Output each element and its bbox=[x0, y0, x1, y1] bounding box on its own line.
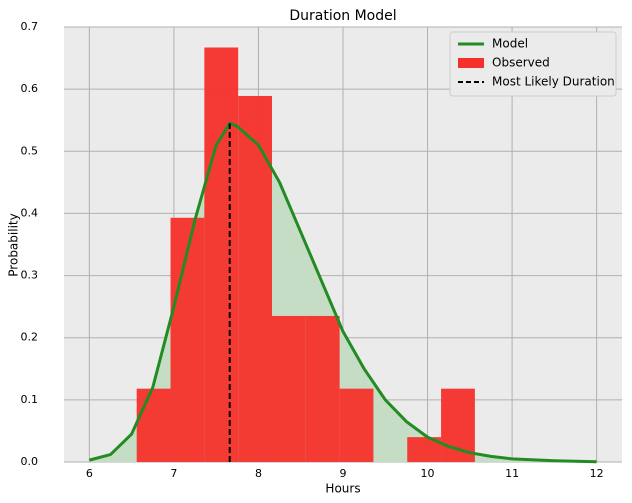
y-tick-label: 0.2 bbox=[21, 331, 39, 344]
bar bbox=[441, 388, 475, 462]
y-tick-label: 0.6 bbox=[21, 82, 39, 95]
bar bbox=[170, 217, 205, 462]
y-tick-label: 0.3 bbox=[21, 269, 39, 282]
bar bbox=[136, 388, 171, 462]
legend-box bbox=[449, 31, 617, 97]
x-tick-label: 8 bbox=[255, 467, 262, 480]
bar bbox=[204, 47, 239, 462]
x-tick-label: 11 bbox=[505, 467, 519, 480]
legend-swatch bbox=[458, 58, 484, 68]
bar bbox=[238, 95, 272, 462]
y-tick-label: 0.0 bbox=[21, 455, 39, 468]
legend-label: Observed bbox=[492, 56, 550, 70]
bar bbox=[305, 315, 340, 462]
y-tick-label: 0.1 bbox=[21, 393, 39, 406]
y-axis-label: Probability bbox=[7, 213, 21, 276]
y-tick-label: 0.5 bbox=[21, 144, 39, 157]
x-tick-label: 12 bbox=[590, 467, 604, 480]
chart-title: Duration Model bbox=[289, 8, 396, 24]
x-tick-label: 7 bbox=[170, 467, 177, 480]
model-line bbox=[88, 121, 597, 464]
bar bbox=[271, 315, 306, 462]
x-tick-label: 9 bbox=[340, 467, 347, 480]
legend-label: Most Likely Duration bbox=[492, 75, 615, 89]
x-tick-label: 6 bbox=[86, 467, 93, 480]
x-axis-label: Hours bbox=[325, 482, 360, 496]
x-tick-label: 10 bbox=[421, 467, 435, 480]
y-tick-label: 0.4 bbox=[21, 206, 39, 219]
y-tick-label: 0.7 bbox=[21, 20, 39, 33]
bar bbox=[339, 388, 374, 462]
legend-label: Model bbox=[492, 37, 528, 51]
